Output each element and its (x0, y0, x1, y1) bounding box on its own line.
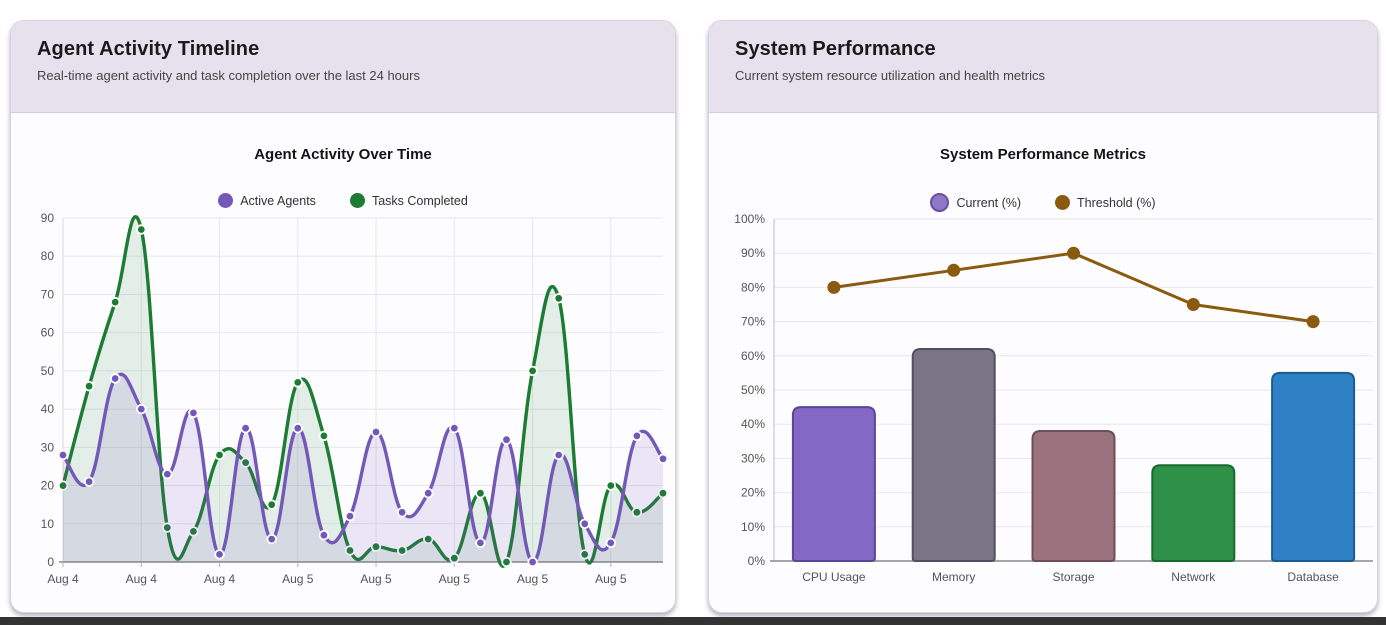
chart-legend: Active Agents Tasks Completed (11, 193, 675, 208)
legend-item-threshold[interactable]: Threshold (%) (1055, 195, 1156, 210)
card-title: System Performance (735, 38, 936, 60)
bottom-window-edge (0, 617, 1386, 625)
legend-label: Threshold (%) (1077, 195, 1156, 210)
svg-text:40%: 40% (741, 417, 765, 431)
svg-text:10: 10 (41, 517, 55, 531)
y-axis-labels: 0% 10% 20% 30% 40% 50% 60% 70% 80% 90% 100% (734, 212, 765, 568)
system-performance-chart-canvas[interactable]: 0% 10% 20% 30% 40% 50% 60% 70% 80% 90% 100% CPU Usa… (719, 212, 1379, 594)
bar-storage (1031, 430, 1116, 562)
svg-text:Aug 5: Aug 5 (517, 572, 549, 586)
svg-text:Aug 4: Aug 4 (126, 572, 158, 586)
bar-database (1271, 371, 1356, 562)
svg-text:0: 0 (47, 555, 54, 569)
svg-text:Memory: Memory (932, 570, 975, 584)
legend-label: Tasks Completed (371, 193, 468, 208)
bar-network (1151, 464, 1236, 562)
svg-text:Aug 5: Aug 5 (439, 572, 471, 586)
svg-text:80%: 80% (741, 280, 765, 294)
legend-label: Active Agents (240, 193, 316, 208)
svg-text:CPU Usage: CPU Usage (802, 570, 866, 584)
svg-text:80: 80 (41, 249, 55, 263)
svg-text:Aug 4: Aug 4 (47, 572, 79, 586)
svg-text:60%: 60% (741, 349, 765, 363)
svg-text:20: 20 (41, 479, 55, 493)
svg-text:20%: 20% (741, 486, 765, 500)
card-subtitle: Real-time agent activity and task comple… (37, 68, 420, 83)
svg-text:Network: Network (1171, 570, 1216, 584)
agent-activity-card-header: Agent Activity Timeline Real-time agent … (11, 21, 675, 113)
svg-text:10%: 10% (741, 520, 765, 534)
card-title: Agent Activity Timeline (37, 38, 260, 60)
svg-text:Aug 5: Aug 5 (282, 572, 314, 586)
legend-swatch-icon (1055, 195, 1071, 210)
legend-swatch-icon (218, 193, 234, 208)
series-threshold (827, 246, 1320, 329)
system-performance-card-header: System Performance Current system resour… (709, 21, 1377, 113)
card-subtitle: Current system resource utilization and … (735, 68, 1045, 83)
legend-swatch-icon (349, 193, 365, 208)
system-performance-chart-region: System Performance Metrics Current (%) T… (709, 113, 1377, 613)
legend-item-active-agents[interactable]: Active Agents (218, 193, 316, 208)
svg-text:Database: Database (1287, 570, 1339, 584)
svg-text:Storage: Storage (1052, 570, 1094, 584)
legend-item-current[interactable]: Current (%) (930, 193, 1021, 212)
svg-text:90%: 90% (741, 246, 765, 260)
chart-title: System Performance Metrics (940, 146, 1146, 163)
svg-text:0%: 0% (748, 554, 766, 568)
chart-legend: Current (%) Threshold (%) (709, 193, 1377, 212)
series-active-agents (57, 372, 669, 568)
svg-text:40: 40 (41, 402, 55, 416)
svg-text:Aug 4: Aug 4 (204, 572, 236, 586)
agent-activity-card: Agent Activity Timeline Real-time agent … (10, 20, 676, 613)
svg-text:30%: 30% (741, 451, 765, 465)
svg-text:Aug 5: Aug 5 (595, 572, 627, 586)
legend-label: Current (%) (956, 195, 1022, 210)
svg-text:90: 90 (41, 212, 55, 225)
svg-text:70: 70 (41, 287, 55, 301)
legend-item-tasks-completed[interactable]: Tasks Completed (349, 193, 468, 208)
x-axis-labels: CPU Usage Memory Storage Network Database (802, 570, 1339, 584)
svg-text:50%: 50% (741, 383, 765, 397)
series-current (791, 347, 1356, 562)
svg-text:50: 50 (41, 364, 55, 378)
agent-activity-chart-region: Agent Activity Over Time Active Agents T… (11, 113, 675, 613)
svg-text:30: 30 (41, 440, 55, 454)
svg-text:Aug 5: Aug 5 (360, 572, 392, 586)
legend-swatch-icon (930, 193, 950, 212)
y-axis-labels: 0 10 20 30 40 50 60 70 80 90 (41, 212, 55, 569)
svg-text:70%: 70% (741, 315, 765, 329)
bar-memory (911, 347, 996, 562)
system-performance-card: System Performance Current system resour… (708, 20, 1378, 613)
chart-title: Agent Activity Over Time (254, 146, 432, 163)
svg-text:60: 60 (41, 326, 55, 340)
svg-text:100%: 100% (734, 212, 765, 226)
bar-cpu-usage (791, 406, 876, 562)
x-axis-labels: Aug 4 Aug 4 Aug 4 Aug 5 Aug 5 Aug 5 Aug 5 Aug 5 (47, 572, 627, 586)
series-tasks-completed (57, 215, 669, 568)
